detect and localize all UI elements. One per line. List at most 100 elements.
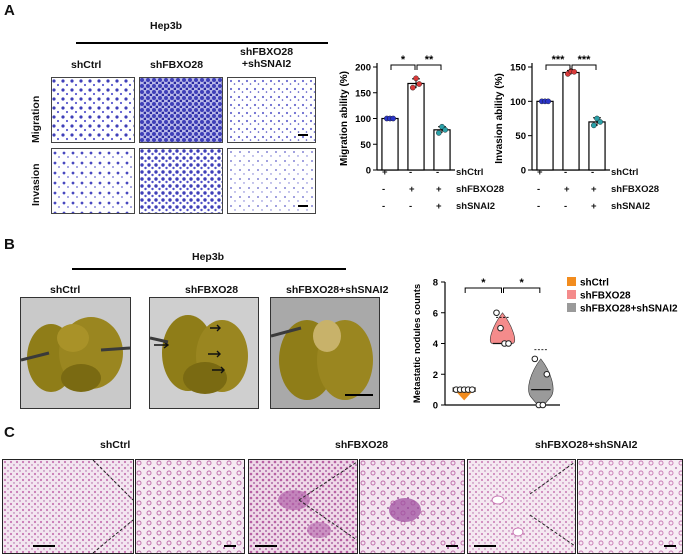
significance-bracket	[571, 64, 597, 70]
condition-sign: +	[382, 167, 388, 178]
condition-sign: -	[564, 167, 568, 178]
condition-sign: +	[436, 201, 442, 212]
histology-rescue-high	[577, 459, 683, 554]
panel-a-label: A	[4, 2, 15, 19]
panel-a-row-invasion: Invasion	[30, 163, 42, 206]
legend-label: shCtrl	[580, 278, 609, 289]
data-point	[505, 340, 512, 347]
micrograph-invasion-shctrl	[51, 148, 135, 214]
data-point	[545, 98, 551, 105]
significance-bracket	[390, 64, 416, 70]
bar	[381, 117, 399, 171]
condition-sign: -	[564, 201, 568, 212]
panel-c-label: C	[4, 424, 15, 441]
bar	[562, 71, 580, 171]
condition-label: shFBXO28	[456, 184, 505, 195]
condition-label: shSNAI2	[456, 201, 496, 212]
condition-sign: -	[382, 201, 386, 212]
bar	[433, 129, 451, 171]
y-tick-label: 8	[433, 278, 438, 289]
data-point	[571, 69, 577, 75]
histology-shctrl-high	[135, 459, 245, 554]
condition-sign: +	[409, 184, 415, 195]
significance-bracket	[503, 287, 541, 293]
significance-label: ***	[578, 54, 592, 66]
invasion-shfbxo28-stain	[140, 149, 222, 213]
y-tick-label: 200	[355, 63, 371, 74]
histology-rescue-low-image	[468, 460, 575, 553]
y-tick-label: 2	[433, 370, 438, 381]
scale-bar	[255, 545, 277, 547]
condition-label: shCtrl	[456, 167, 484, 178]
histology-shctrl-low	[2, 459, 134, 554]
data-point	[539, 401, 547, 409]
data-point	[468, 386, 476, 393]
significance-label: *	[520, 277, 525, 289]
histology-shfbxo28-high-image	[360, 460, 464, 553]
histology-rescue-high-image	[578, 460, 682, 553]
data-point	[497, 324, 504, 332]
panel-b-cell-line: Hep3b	[192, 251, 225, 263]
histology-rescue-low	[467, 459, 576, 554]
panel-c-group-2: shFBXO28	[335, 439, 389, 451]
panel-c-group-3: shFBXO28+shSNAI2	[535, 439, 638, 451]
data-point	[597, 119, 603, 125]
bar	[588, 121, 606, 171]
panel-b-group-bracket	[72, 268, 346, 270]
data-point	[591, 122, 597, 129]
micrograph-migration-shctrl	[51, 77, 135, 143]
y-tick-label: 0	[366, 166, 371, 177]
micrograph-migration-shfbxo28	[139, 77, 223, 143]
y-tick-label: 50	[360, 140, 371, 151]
condition-sign: -	[537, 201, 541, 212]
y-tick-label: 50	[515, 131, 526, 142]
lung-photo-shctrl	[20, 297, 131, 409]
condition-sign: +	[591, 184, 597, 195]
migration-shfbxo28-stain	[140, 78, 222, 142]
panel-a-group-2: shFBXO28	[150, 59, 204, 71]
data-point	[594, 115, 600, 122]
y-tick-label: 100	[355, 114, 371, 125]
micrograph-invasion-shfbxo28	[139, 148, 223, 214]
condition-sign: +	[591, 201, 597, 212]
condition-label: shSNAI2	[611, 201, 651, 212]
data-point	[493, 309, 500, 317]
scale-bar	[446, 545, 458, 547]
significance-label: ***	[552, 54, 566, 66]
panel-a-cell-line: Hep3b	[150, 20, 183, 32]
significance-bracket	[464, 287, 502, 293]
chart-invasion: 0 50 100 150 Invasion ability (%) *** ***	[494, 54, 610, 177]
y-tick-label: 0	[521, 166, 526, 177]
violin-tail	[456, 391, 473, 401]
condition-sign: -	[537, 184, 541, 195]
scale-bar	[345, 394, 373, 396]
scale-bar	[224, 545, 236, 547]
micrograph-invasion-rescue	[227, 148, 316, 214]
y-tick-label: 150	[510, 63, 526, 74]
scale-bar	[474, 545, 496, 547]
y-axis-label: Metastatic nodules counts	[412, 284, 423, 403]
bar	[407, 82, 425, 171]
condition-label: shFBXO28	[611, 184, 660, 195]
scale-bar	[664, 545, 676, 547]
violin-body	[528, 358, 554, 406]
condition-sign: -	[591, 167, 595, 178]
y-tick-label: 150	[355, 88, 371, 99]
panel-b-label: B	[4, 236, 15, 253]
panel-c-group-1: shCtrl	[100, 439, 131, 451]
condition-sign: +	[537, 167, 543, 178]
legend-swatch	[567, 303, 576, 312]
invasion-shctrl-stain	[52, 149, 134, 213]
y-tick-label: 0	[433, 401, 438, 412]
y-axis-label: Migration ability (%)	[339, 71, 350, 166]
y-axis-label: Invasion ability (%)	[494, 73, 505, 164]
condition-sign: +	[564, 184, 570, 195]
data-point	[390, 115, 396, 122]
scale-bar	[33, 545, 55, 547]
data-point	[543, 370, 551, 378]
migration-shctrl-stain	[52, 78, 134, 142]
scale-bar	[298, 134, 308, 136]
data-point	[442, 127, 448, 133]
migration-rescue-stain	[228, 78, 315, 142]
